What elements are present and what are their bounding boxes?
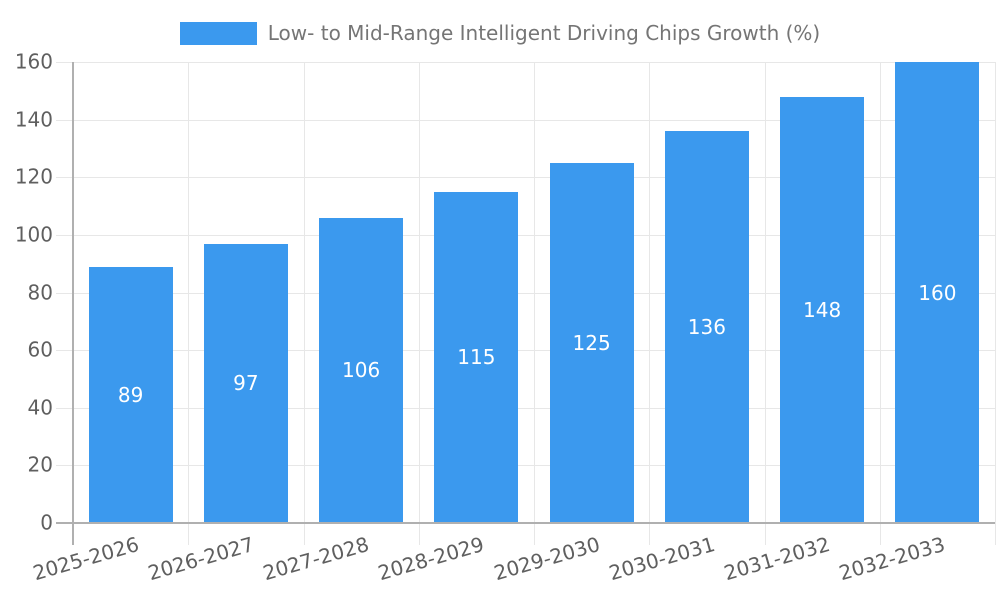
bar-value-label: 136 [687, 315, 726, 340]
bar [895, 62, 980, 522]
y-tick-label: 100 [14, 222, 53, 247]
bar-value-label: 97 [233, 371, 259, 396]
bar-value-label: 125 [572, 330, 611, 355]
x-gridline [303, 62, 305, 545]
bar-value-label: 115 [457, 345, 496, 370]
bar-value-label: 106 [342, 358, 381, 383]
bar [549, 162, 634, 522]
y-tick-label: 20 [27, 452, 53, 477]
y-gridline [56, 465, 995, 467]
x-tick-label: 2025-2026 [29, 532, 142, 586]
x-gridline [534, 62, 535, 545]
bar [319, 217, 404, 522]
bar [203, 243, 288, 522]
x-gridline [418, 62, 420, 545]
bar [780, 96, 865, 522]
y-gridline [56, 62, 995, 63]
y-tick-label: 120 [14, 164, 53, 189]
x-gridline [764, 62, 766, 545]
chart-legend[interactable]: Low- to Mid-Range Intelligent Driving Ch… [0, 21, 1000, 45]
y-gridline [56, 177, 995, 179]
x-tick-label: 2026-2027 [145, 532, 257, 586]
legend-swatch [179, 21, 257, 45]
x-tick-label: 2031-2032 [721, 532, 833, 586]
y-gridline [56, 350, 995, 352]
bar [664, 131, 749, 522]
y-tick-label: 0 [40, 510, 53, 535]
x-axis-line [56, 522, 995, 524]
x-gridline [188, 62, 190, 545]
y-axis-line [72, 62, 74, 545]
y-gridline [56, 292, 995, 294]
bar-value-label: 89 [117, 382, 144, 407]
y-tick-label: 80 [27, 280, 53, 305]
y-gridline [56, 407, 995, 409]
y-tick-label: 140 [14, 107, 53, 132]
y-tick-label: 40 [27, 395, 53, 420]
bar-value-label: 148 [803, 297, 842, 322]
x-tick-label: 2029-2030 [490, 532, 603, 586]
legend-label: Low- to Mid-Range Intelligent Driving Ch… [267, 21, 821, 45]
x-tick-label: 2030-2031 [606, 532, 718, 586]
bar [88, 266, 173, 522]
x-gridline [879, 62, 881, 545]
y-gridline [56, 119, 995, 121]
y-gridline [56, 234, 995, 236]
y-tick-label: 160 [14, 49, 53, 74]
bar [434, 191, 519, 522]
x-tick-label: 2028-2029 [375, 532, 487, 586]
y-tick-label: 60 [27, 337, 53, 362]
x-gridline [649, 62, 651, 545]
x-tick-label: 2032-2033 [836, 532, 948, 586]
x-tick-label: 2027-2028 [260, 532, 372, 586]
bar-value-label: 160 [918, 280, 957, 305]
x-gridline [995, 62, 996, 545]
